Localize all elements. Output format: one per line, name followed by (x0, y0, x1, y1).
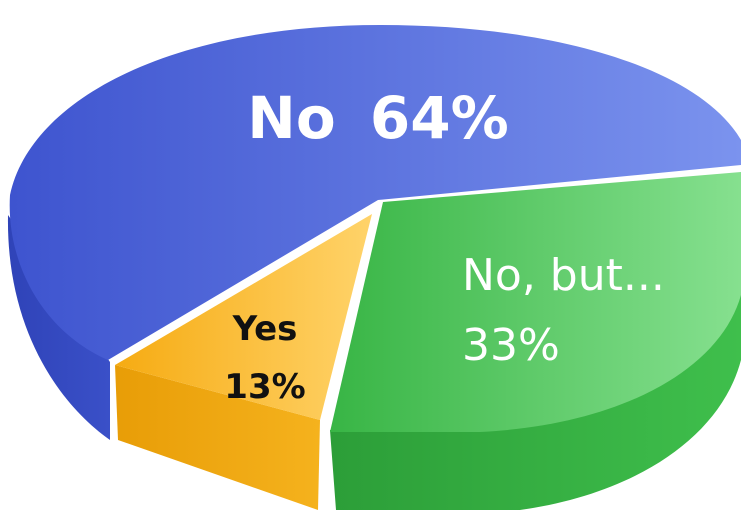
label-no-but-name: No, but... (462, 250, 665, 301)
label-no: No 64% (247, 84, 508, 152)
label-yes-value: 13% (224, 367, 305, 407)
label-no-value: 64% (370, 84, 509, 152)
label-no-name: No (247, 84, 335, 152)
slice-no (9, 25, 741, 360)
slice-no-but-side (330, 290, 741, 510)
slice-yes (115, 214, 372, 420)
label-yes-name: Yes (232, 309, 298, 349)
slice-no-but (330, 172, 741, 432)
label-no-but-value: 33% (462, 320, 560, 371)
slice-yes-side (115, 365, 320, 510)
